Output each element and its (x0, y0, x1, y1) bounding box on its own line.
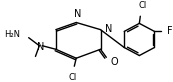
Text: N: N (37, 42, 44, 52)
Text: N: N (105, 24, 113, 34)
Text: O: O (110, 57, 118, 67)
Text: F: F (167, 26, 173, 36)
Text: Cl: Cl (68, 72, 76, 82)
Text: Cl: Cl (138, 1, 146, 10)
Text: H₂N: H₂N (4, 30, 20, 39)
Text: N: N (74, 9, 81, 19)
